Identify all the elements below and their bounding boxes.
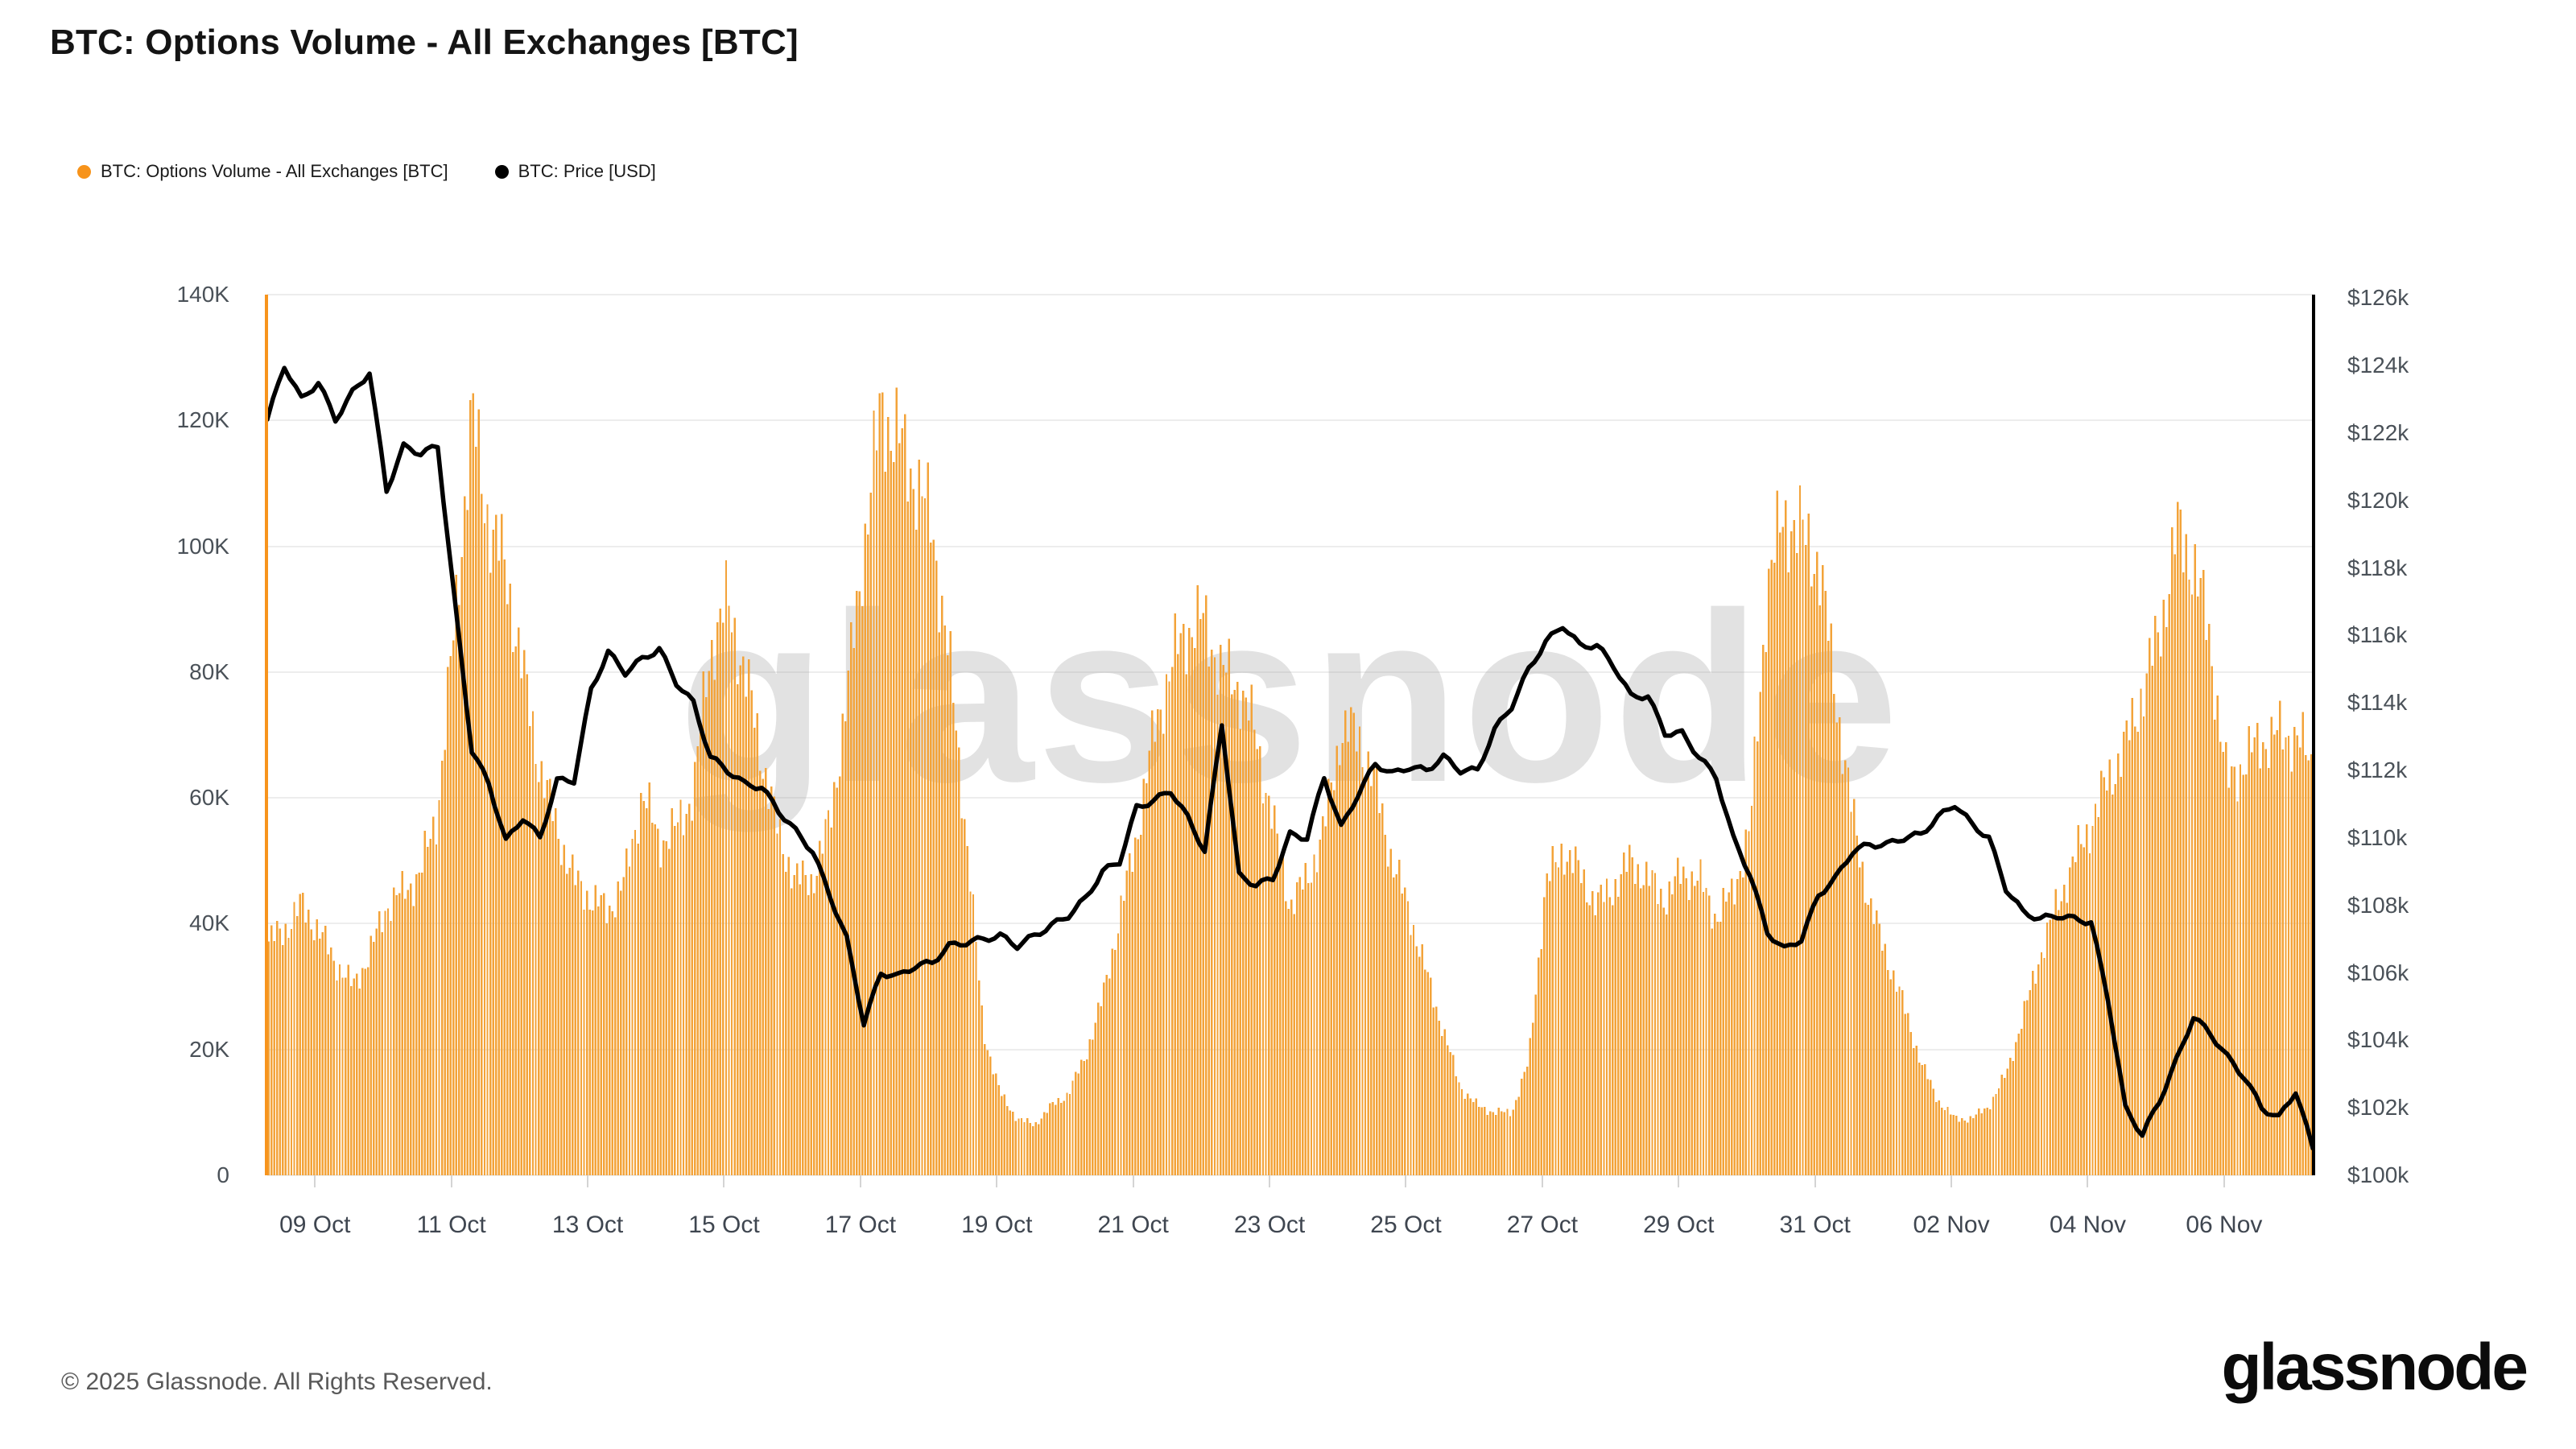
volume-axis-tick-label: 60K bbox=[189, 785, 229, 811]
date-axis-tick bbox=[450, 1175, 452, 1187]
chart-legend: BTC: Options Volume - All Exchanges [BTC… bbox=[77, 161, 656, 182]
volume-axis-tick-label: 80K bbox=[189, 658, 229, 684]
date-axis-tick bbox=[723, 1175, 725, 1187]
date-axis-tick-label: 29 Oct bbox=[1643, 1212, 1715, 1238]
date-axis-tick-label: 11 Oct bbox=[416, 1212, 486, 1238]
date-axis-tick bbox=[587, 1175, 589, 1187]
legend-label-options-volume: BTC: Options Volume - All Exchanges [BTC… bbox=[101, 161, 448, 181]
date-axis-tick bbox=[1405, 1175, 1407, 1187]
price-axis-tick-label: $118k bbox=[2347, 555, 2408, 580]
gridline bbox=[267, 923, 2313, 925]
date-axis-tick-label: 23 Oct bbox=[1233, 1212, 1306, 1238]
legend-item-options-volume[interactable]: BTC: Options Volume - All Exchanges [BTC… bbox=[77, 161, 448, 182]
price-axis-tick-label: $106k bbox=[2347, 960, 2409, 985]
price-axis-tick-label: $126k bbox=[2347, 285, 2409, 311]
legend-item-price[interactable]: BTC: Price [USD] bbox=[494, 161, 656, 182]
date-axis-tick-label: 25 Oct bbox=[1370, 1212, 1442, 1238]
date-axis-tick bbox=[996, 1175, 998, 1187]
price-axis-tick-label: $112k bbox=[2347, 758, 2408, 782]
price-axis-tick-label: $110k bbox=[2347, 824, 2408, 850]
legend-dot-black-icon bbox=[494, 164, 509, 179]
volume-axis-tick-label: 40K bbox=[189, 910, 229, 936]
date-axis-tick-label: 06 Nov bbox=[2186, 1212, 2263, 1238]
date-axis-tick bbox=[314, 1175, 316, 1187]
legend-label-price: BTC: Price [USD] bbox=[518, 161, 656, 181]
price-axis-tick-label: $120k bbox=[2347, 487, 2409, 513]
date-axis-tick bbox=[859, 1175, 861, 1187]
glassnode-logo: glassnode bbox=[2221, 1331, 2529, 1404]
date-axis-tick bbox=[2223, 1175, 2225, 1187]
page-title: BTC: Options Volume - All Exchanges [BTC… bbox=[50, 23, 799, 62]
price-axis-line bbox=[2312, 295, 2315, 1175]
date-axis-tick-label: 09 Oct bbox=[279, 1212, 351, 1238]
volume-axis-tick-label: 100K bbox=[176, 533, 229, 559]
chart-plot-area[interactable]: glassnode bbox=[265, 294, 2315, 1176]
date-axis-tick-label: 02 Nov bbox=[1913, 1212, 1990, 1238]
gridline bbox=[267, 294, 2313, 295]
price-axis-tick-label: $102k bbox=[2347, 1095, 2409, 1121]
price-axis-tick-label: $114k bbox=[2347, 690, 2408, 716]
date-axis-tick-label: 04 Nov bbox=[2049, 1212, 2127, 1238]
price-axis-tick-label: $100k bbox=[2347, 1162, 2409, 1187]
price-axis-tick-label: $122k bbox=[2347, 419, 2409, 445]
volume-axis-line bbox=[265, 295, 268, 1175]
gridline bbox=[267, 1174, 2313, 1176]
date-axis-tick bbox=[1678, 1175, 1680, 1187]
price-axis-tick-label: $116k bbox=[2347, 622, 2408, 648]
date-axis-tick-label: 31 Oct bbox=[1779, 1212, 1851, 1238]
date-axis-tick bbox=[1541, 1175, 1543, 1187]
date-axis-tick-label: 27 Oct bbox=[1506, 1212, 1579, 1238]
price-axis-tick-label: $104k bbox=[2347, 1027, 2409, 1053]
gridline bbox=[267, 545, 2313, 547]
volume-axis-tick-label: 20K bbox=[189, 1036, 229, 1062]
date-axis-tick-label: 15 Oct bbox=[688, 1212, 760, 1238]
date-axis-tick bbox=[1814, 1175, 1816, 1187]
date-axis-tick bbox=[1132, 1175, 1134, 1187]
volume-axis-tick-label: 0 bbox=[217, 1162, 229, 1187]
date-axis-tick bbox=[1269, 1175, 1271, 1187]
date-axis-tick-label: 13 Oct bbox=[551, 1212, 624, 1238]
price-axis-tick-label: $108k bbox=[2347, 892, 2409, 918]
date-axis-tick bbox=[1951, 1175, 1953, 1187]
copyright-text: © 2025 Glassnode. All Rights Reserved. bbox=[61, 1368, 493, 1395]
gridline bbox=[267, 419, 2313, 422]
legend-dot-orange-icon bbox=[77, 164, 91, 179]
gridline bbox=[267, 1048, 2313, 1051]
date-axis-tick bbox=[2087, 1175, 2089, 1187]
watermark: glassnode bbox=[678, 562, 1902, 832]
volume-axis-tick-label: 140K bbox=[176, 282, 229, 307]
price-axis-tick-label: $124k bbox=[2347, 353, 2409, 378]
date-axis-tick-label: 21 Oct bbox=[1097, 1212, 1169, 1238]
volume-axis-tick-label: 120K bbox=[176, 407, 229, 433]
date-axis-tick-label: 17 Oct bbox=[824, 1212, 897, 1238]
date-axis-tick-label: 19 Oct bbox=[961, 1212, 1033, 1238]
